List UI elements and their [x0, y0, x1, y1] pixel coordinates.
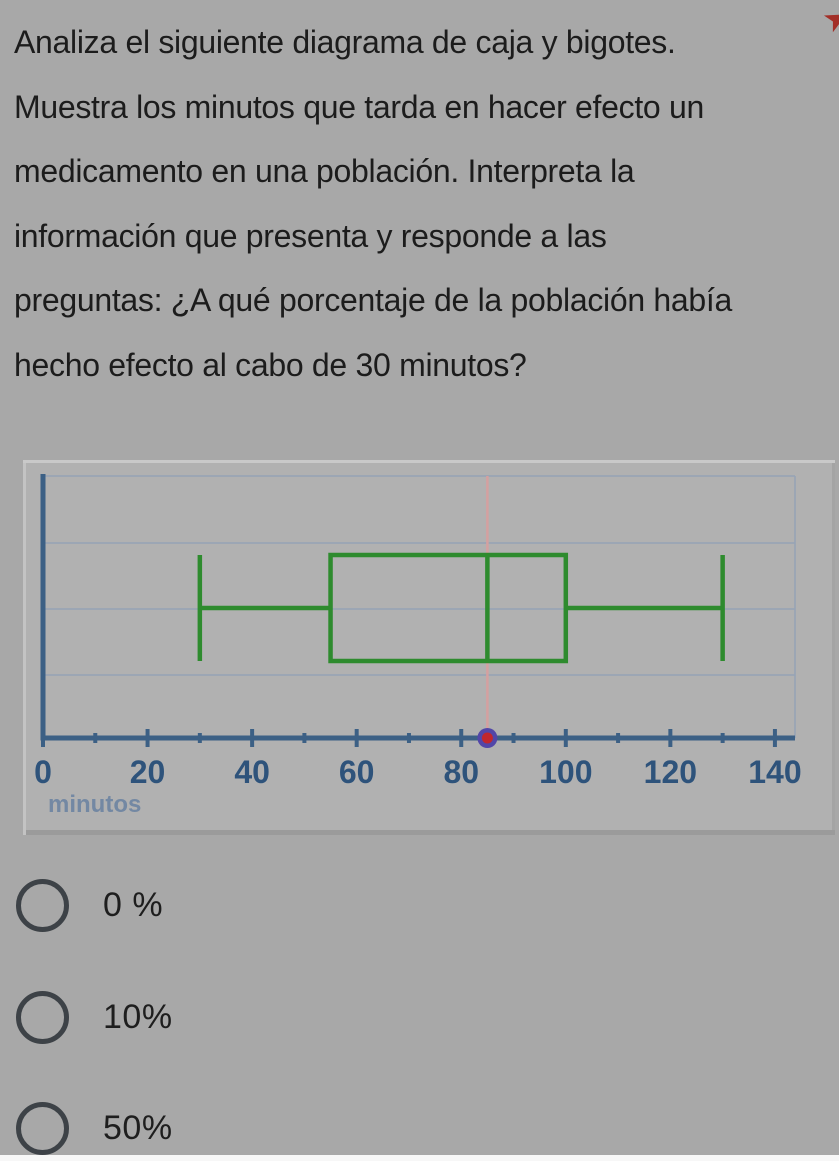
boxplot-chart: 0 20 40 60 80 100 120 140 minutos [34, 474, 802, 818]
tick-label: 140 [748, 754, 801, 790]
question-line: medicamento en una población. Interpreta… [14, 153, 635, 189]
answer-option-label[interactable]: 0 % [103, 885, 164, 924]
answer-option-label[interactable]: 50% [103, 1108, 173, 1147]
tick-label: 20 [130, 754, 166, 790]
bottom-strip [0, 1155, 839, 1161]
answer-option[interactable]: 50% [16, 1100, 173, 1156]
question-line: información que presenta y responde a la… [14, 217, 607, 254]
marker-dot [481, 732, 493, 744]
boxplot-panel: 0 20 40 60 80 100 120 140 minutos [23, 460, 835, 835]
tick-label: 60 [339, 754, 375, 790]
answer-option-label[interactable]: 10% [103, 997, 173, 1036]
tick-label: 100 [539, 754, 592, 790]
radio-button[interactable] [16, 878, 69, 932]
tick-label: 120 [644, 754, 697, 790]
x-axis-label: minutos [48, 791, 141, 818]
answer-option[interactable]: 0 % [16, 877, 163, 933]
question-line: Analiza el siguiente diagrama de caja y … [14, 24, 676, 60]
answer-option[interactable]: 10% [16, 989, 173, 1045]
question-line: Muestra los minutos que tarda en hacer e… [14, 88, 705, 125]
tick-label: 80 [443, 754, 479, 790]
tick-label: 40 [234, 754, 270, 790]
radio-button[interactable] [16, 990, 69, 1044]
radio-button[interactable] [16, 1101, 69, 1155]
question-text: Analiza el siguiente diagrama de caja y … [14, 10, 832, 397]
tick-label: 0 [34, 754, 52, 790]
box-rect [328, 552, 569, 664]
question-line: preguntas: ¿A qué porcentaje de la pobla… [14, 282, 732, 318]
question-line: hecho efecto al cabo de 30 minutos? [14, 346, 527, 383]
